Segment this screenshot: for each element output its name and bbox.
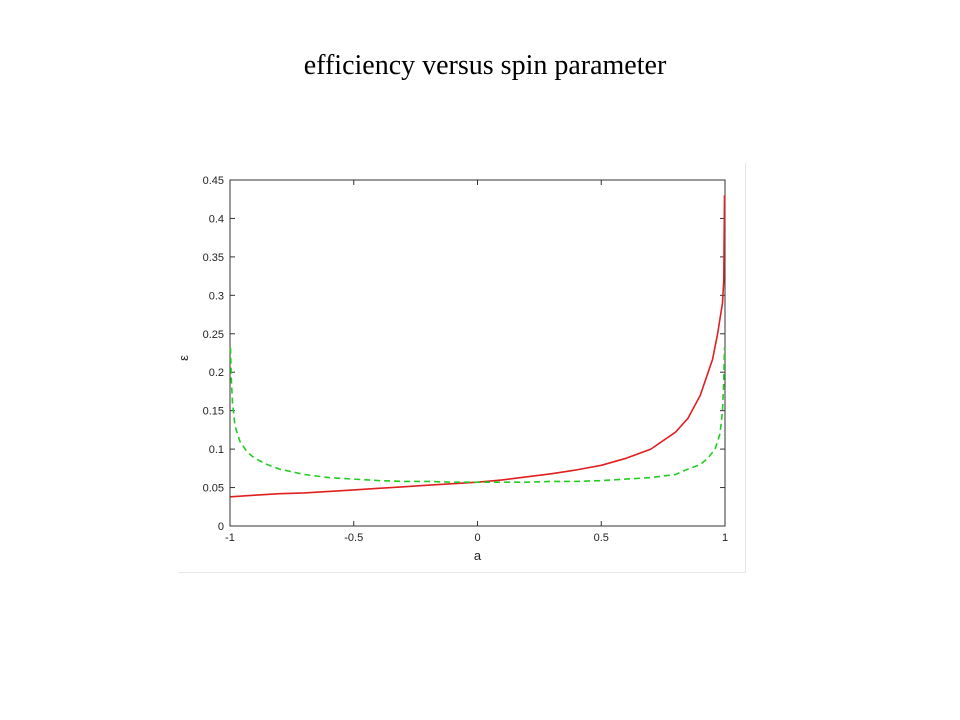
chart-figure: 0 0.05 0.1 0.15 0.2 0.25 0.3 0.35 0.4 0.45 -1 -0.5… (178, 163, 746, 573)
y-axis-label: ε (178, 355, 191, 361)
x-axis-ticks: -1 -0.5 0 0.5 1 (225, 180, 728, 544)
y-tick-label: 0 (218, 521, 224, 533)
slide-title: efficiency versus spin parameter (303, 50, 667, 81)
plot-area (229, 179, 726, 527)
y-tick-label: 0.45 (203, 175, 224, 187)
series-line-dashed-green (229, 347, 726, 483)
y-tick-label: 0.3 (209, 290, 224, 302)
x-tick-label: 0 (474, 532, 480, 544)
y-tick-label: 0.1 (209, 444, 224, 456)
y-axis-ticks: 0 0.05 0.1 0.15 0.2 0.25 0.3 0.35 0.4 0.45 (203, 175, 725, 533)
y-tick-label: 0.25 (203, 329, 224, 341)
x-tick-label: 1 (722, 532, 728, 544)
x-tick-label: -0.5 (344, 532, 363, 544)
x-tick-label: 0.5 (594, 532, 609, 544)
series-line-solid-red (230, 195, 726, 498)
efficiency-chart: 0 0.05 0.1 0.15 0.2 0.25 0.3 0.35 0.4 0.45 -1 -0.5… (178, 175, 728, 563)
x-axis-label: a (474, 548, 482, 563)
series-lines (229, 195, 726, 498)
y-tick-label: 0.15 (203, 406, 224, 418)
x-tick-label: -1 (225, 532, 235, 544)
y-tick-label: 0.4 (209, 213, 224, 225)
y-tick-label: 0.2 (209, 367, 224, 379)
y-tick-label: 0.05 (203, 483, 224, 495)
y-tick-label: 0.35 (203, 252, 224, 264)
